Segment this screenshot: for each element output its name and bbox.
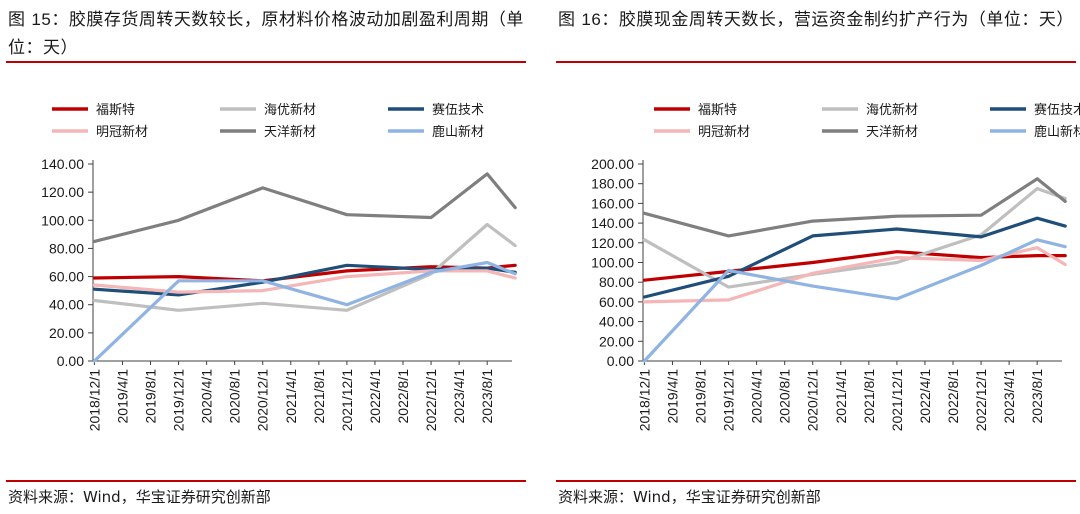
y-tick-label: 80.00 [49, 240, 84, 256]
legend-label: 鹿山新材 [1034, 124, 1080, 139]
x-tick-label: 2022/8/1 [395, 369, 411, 424]
x-tick-label: 2019/4/1 [664, 369, 680, 424]
y-tick-label: 120.00 [591, 235, 634, 251]
series-line-2 [642, 186, 1067, 289]
figure-title: 图 16：胶膜现金周转天数长，营运资金制约扩产行为（单位：天） [558, 6, 1078, 34]
y-tick-label: 80.00 [599, 274, 634, 290]
title-number: 15 [31, 10, 52, 29]
x-tick-label: 2020/4/1 [199, 369, 215, 424]
x-tick-label: 2023/8/1 [1029, 369, 1045, 424]
x-tick-label: 2019/12/1 [171, 369, 187, 431]
series-line-2 [92, 222, 517, 312]
y-tick-label: 160.00 [591, 195, 634, 211]
title-rule [556, 61, 1076, 63]
series-line-5 [92, 172, 517, 243]
series-line-6 [642, 238, 1067, 363]
source-note: 资料来源：Wind，华宝证券研究创新部 [558, 488, 821, 506]
legend-label: 天洋新材 [264, 124, 316, 139]
title-prefix: 图 [558, 10, 582, 30]
y-tick-label: 180.00 [591, 176, 634, 192]
source-rule [6, 480, 526, 482]
x-tick-label: 2019/8/1 [693, 369, 709, 424]
legend-label: 海优新材 [264, 102, 316, 117]
x-tick-label: 2019/8/1 [143, 369, 159, 424]
y-tick-label: 60.00 [599, 294, 634, 310]
x-tick-label: 2022/12/1 [973, 369, 989, 431]
y-tick-label: 100.00 [41, 212, 84, 228]
x-tick-label: 2018/12/1 [636, 369, 652, 431]
title-text: ：胶膜现金周转天数长，营运资金制约扩产行为（单位：天） [601, 10, 1074, 30]
source-rule [556, 480, 1076, 482]
x-tick-label: 2022/4/1 [367, 369, 383, 424]
x-tick-label: 2018/12/1 [86, 369, 102, 431]
x-tick-label: 2021/4/1 [833, 369, 849, 424]
series-line-4 [642, 246, 1067, 304]
legend-label: 赛伍技术 [432, 102, 484, 117]
y-tick-label: 20.00 [49, 325, 84, 341]
figure-16-panel: 图 16：胶膜现金周转天数长，营运资金制约扩产行为（单位：天） 福斯特 海优新材 赛… [550, 0, 1080, 514]
x-tick-label: 2023/8/1 [479, 369, 495, 424]
y-tick-label: 140.00 [41, 156, 84, 172]
x-tick-label: 2022/8/1 [945, 369, 961, 424]
x-tick-label: 2020/12/1 [255, 369, 271, 431]
series-line-5 [642, 177, 1067, 238]
x-tick-label: 2021/12/1 [339, 369, 355, 431]
x-tick-label: 2023/4/1 [1001, 369, 1017, 424]
series-line-3 [642, 216, 1067, 299]
figure-15-panel: 图 15：胶膜存货周转天数较长，原材料价格波动加剧盈利周期（单位：天） 福斯特 海… [0, 0, 530, 514]
x-tick-label: 2020/8/1 [227, 369, 243, 424]
figure-title: 图 15：胶膜存货周转天数较长，原材料价格波动加剧盈利周期（单位：天） [8, 6, 528, 62]
y-tick-label: 0.00 [57, 353, 84, 369]
legend-label: 福斯特 [698, 102, 737, 117]
x-tick-label: 2022/12/1 [423, 369, 439, 431]
legend-label: 天洋新材 [866, 124, 918, 139]
series-line-4 [92, 269, 517, 294]
x-tick-label: 2019/12/1 [721, 369, 737, 431]
x-tick-label: 2021/8/1 [861, 369, 877, 424]
x-tick-label: 2020/12/1 [805, 369, 821, 431]
title-number: 16 [581, 10, 602, 29]
y-tick-label: 100.00 [591, 255, 634, 271]
legend-label: 海优新材 [866, 102, 918, 117]
y-tick-label: 20.00 [599, 333, 634, 349]
y-tick-label: 40.00 [599, 314, 634, 330]
title-rule [6, 61, 526, 63]
title-text: ：胶膜存货周转天数较长，原材料价格波动加剧盈利周期（单位：天） [8, 10, 524, 58]
legend-label: 明冠新材 [96, 124, 148, 139]
x-tick-label: 2022/4/1 [917, 369, 933, 424]
source-note: 资料来源：Wind，华宝证券研究创新部 [8, 488, 271, 506]
y-tick-label: 200.00 [591, 156, 634, 172]
x-tick-label: 2019/4/1 [114, 369, 130, 424]
y-tick-label: 120.00 [41, 184, 84, 200]
legend-label: 赛伍技术 [1034, 102, 1080, 117]
legend-label: 鹿山新材 [432, 124, 484, 139]
x-tick-label: 2021/8/1 [311, 369, 327, 424]
title-prefix: 图 [8, 10, 32, 30]
series-line-3 [92, 263, 517, 297]
series-line-6 [92, 260, 517, 363]
y-tick-label: 60.00 [49, 269, 84, 285]
legend-label: 明冠新材 [698, 124, 750, 139]
legend-label: 福斯特 [96, 102, 135, 117]
y-tick-label: 40.00 [49, 297, 84, 313]
x-tick-label: 2021/4/1 [283, 369, 299, 424]
x-tick-label: 2023/4/1 [451, 369, 467, 424]
x-tick-label: 2020/4/1 [749, 369, 765, 424]
y-tick-label: 0.00 [607, 353, 634, 369]
x-tick-label: 2020/8/1 [777, 369, 793, 424]
y-tick-label: 140.00 [591, 215, 634, 231]
x-tick-label: 2021/12/1 [889, 369, 905, 431]
